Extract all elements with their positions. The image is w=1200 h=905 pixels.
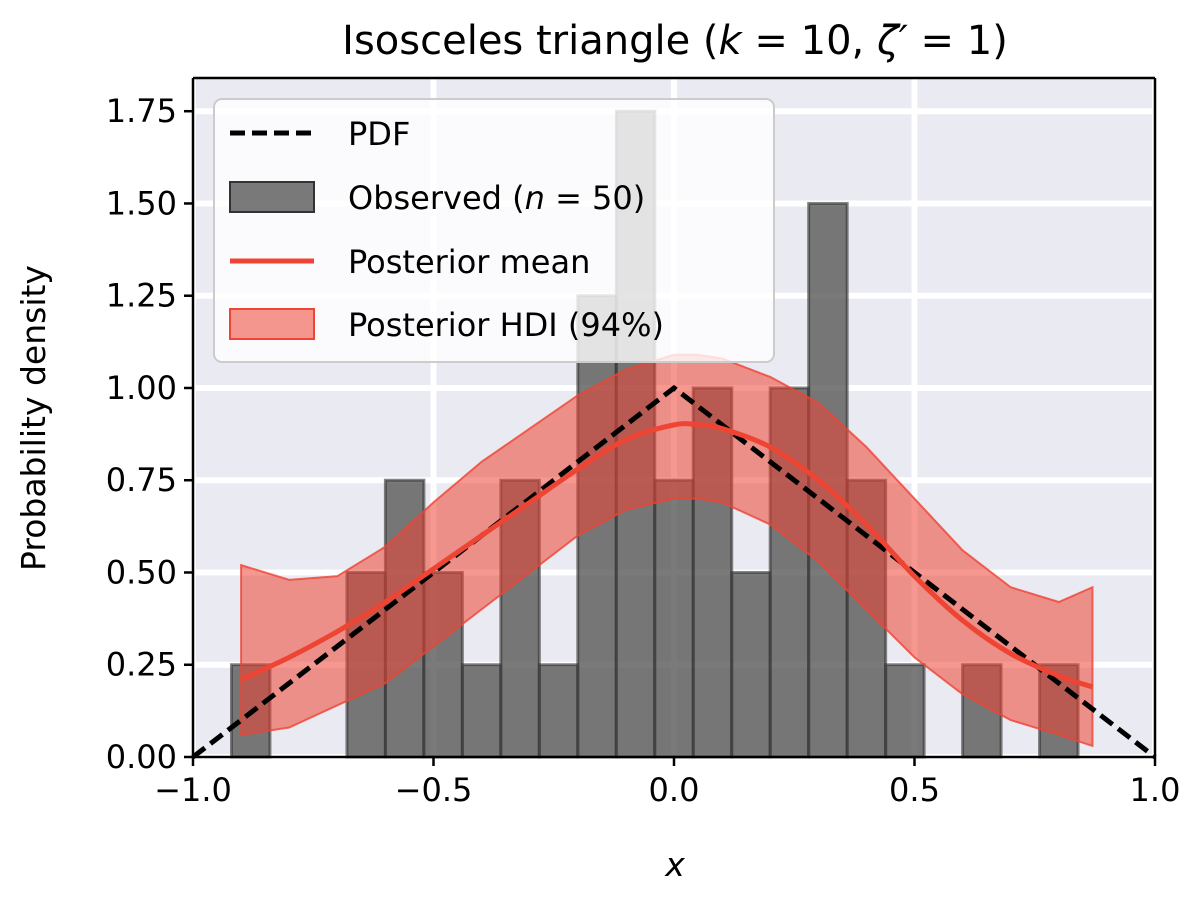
legend-hdi-swatch [229, 308, 315, 340]
legend-hdi-label: Posterior HDI (94%) [348, 306, 664, 344]
y-tick-label-5: 1.25 [106, 277, 177, 315]
posterior-mean-line [240, 421, 1094, 690]
x-tick-label-2: 0.0 [649, 771, 700, 809]
y-tick-label-7: 1.75 [106, 92, 177, 130]
posterior-mean-curve [240, 421, 1094, 690]
histogram-bar-17 [884, 663, 926, 759]
histogram-bar-13 [730, 570, 772, 759]
x-tick-label-3: 0.5 [889, 771, 940, 809]
y-axis-label: Probability density [14, 265, 53, 571]
histogram-bar-11 [653, 478, 695, 759]
y-tick-label-4: 1.00 [106, 369, 177, 407]
hdi-band [240, 353, 1094, 748]
y-tick-label-0: 0.00 [106, 738, 177, 776]
histogram-bar-6 [460, 663, 503, 759]
y-axis: 0.00 0.25 0.50 0.75 1.00 1.25 1.50 1.75 [106, 92, 193, 776]
legend-mean-label: Posterior mean [348, 243, 590, 281]
x-tick-label-0: −1.0 [154, 771, 232, 809]
y-tick-label-2: 0.50 [106, 553, 177, 591]
chart-title: Isosceles triangle (k = 10, ζ′ = 1) [342, 18, 1008, 64]
legend: PDF Observed (n = 50) Posterior mean Pos… [213, 98, 775, 363]
x-axis-label: x [664, 845, 685, 884]
pdf-curve [191, 384, 1157, 759]
x-tick-label-4: 1.0 [1130, 771, 1181, 809]
histogram-bar-8 [537, 663, 580, 759]
legend-observed-swatch [229, 181, 315, 213]
legend-observed-label: Observed (n = 50) [348, 179, 645, 217]
y-tick-label-1: 0.25 [106, 646, 177, 684]
y-tick-label-6: 1.50 [106, 184, 177, 222]
legend-box [213, 98, 775, 363]
x-tick-label-1: −0.5 [395, 771, 473, 809]
y-tick-label-3: 0.75 [106, 461, 177, 499]
x-axis: −1.0 −0.5 0.0 0.5 1.0 [154, 757, 1180, 809]
hdi-band-area [240, 353, 1094, 748]
pdf-line [191, 384, 1157, 759]
legend-pdf-label: PDF [348, 115, 410, 153]
